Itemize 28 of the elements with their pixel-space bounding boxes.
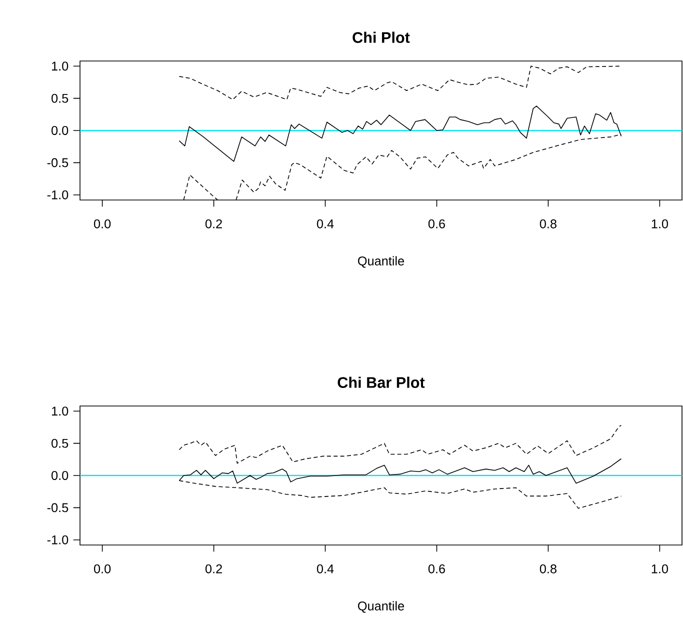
- x-tick-label: 0.8: [540, 564, 556, 574]
- y-tick-label: -1.0: [47, 535, 68, 544]
- chart-title: Chi Bar Plot: [338, 376, 425, 388]
- x-axis-title: Quantile: [358, 256, 404, 268]
- y-tick-label: 0.0: [52, 126, 68, 135]
- chart-title: Chi Plot: [352, 32, 410, 43]
- x-tick-label: 0.8: [540, 219, 556, 228]
- x-tick-label: 0.6: [428, 219, 445, 228]
- x-tick-label: 0.0: [94, 219, 111, 228]
- x-tick-label: 1.0: [652, 564, 668, 574]
- x-tick-label: 1.0: [652, 219, 668, 228]
- x-tick-label: 0.6: [428, 564, 445, 574]
- x-tick-label: 0.4: [316, 564, 334, 574]
- x-axis-title: Quantile: [358, 601, 404, 613]
- y-tick-label: -0.5: [47, 158, 68, 168]
- y-tick-label: 0.5: [52, 438, 68, 448]
- x-tick-label: 0.2: [205, 564, 222, 574]
- x-tick-label: 0.2: [205, 219, 222, 228]
- y-tick-label: 0.0: [52, 471, 68, 480]
- y-tick-label: 1.0: [52, 62, 68, 71]
- y-tick-label: 0.5: [52, 94, 68, 103]
- y-tick-label: 1.0: [52, 406, 68, 416]
- line-series: [178, 66, 622, 100]
- y-tick-label: -1.0: [47, 190, 68, 200]
- x-tick-label: 0.4: [316, 219, 334, 228]
- y-tick-label: -0.5: [47, 503, 68, 512]
- line-series: [178, 424, 622, 464]
- x-tick-label: 0.0: [94, 564, 111, 574]
